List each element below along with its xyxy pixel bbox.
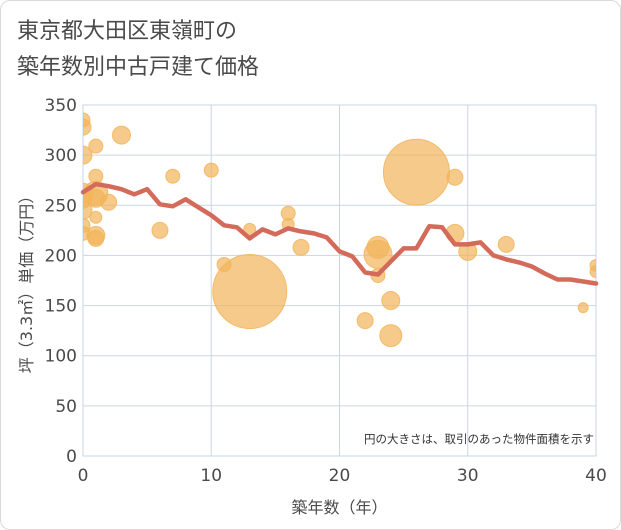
bubble-point-5 xyxy=(83,200,93,220)
x-axis-ticks: 0 10 20 30 40 xyxy=(78,466,607,486)
bubble-point-12 xyxy=(89,210,103,224)
bubble-point-33 xyxy=(446,168,464,186)
chart-title: 東京都大田区東嶺町の 築年数別中古戸建て価格 xyxy=(17,14,259,86)
grid-lines xyxy=(82,104,597,457)
y-tick-label-4: 200 xyxy=(45,246,77,266)
bubble-point-17 xyxy=(151,221,169,239)
plot-area-border xyxy=(82,104,597,457)
x-tick-label-4: 40 xyxy=(585,466,607,486)
bubble-point-31 xyxy=(379,324,403,348)
bubble-point-18 xyxy=(165,168,181,184)
bubble-point-36 xyxy=(497,235,515,253)
y-tick-label-6: 300 xyxy=(45,146,77,166)
y-tick-label-1: 50 xyxy=(55,397,77,417)
bubble-point-16 xyxy=(111,125,131,145)
average-price-line xyxy=(80,181,599,286)
bubble-point-32 xyxy=(382,138,450,206)
bubble-point-21 xyxy=(212,254,288,330)
y-tick-label-2: 100 xyxy=(45,347,77,367)
bubble-series xyxy=(83,112,596,348)
bubble-point-22 xyxy=(243,222,257,236)
bubble-point-8 xyxy=(88,138,104,154)
bubble-point-1 xyxy=(83,118,92,136)
x-tick-label-1: 10 xyxy=(200,466,222,486)
bubble-point-39 xyxy=(589,264,596,278)
bubble-point-25 xyxy=(292,238,310,256)
bubble-point-2 xyxy=(83,145,93,165)
bubble-point-14 xyxy=(87,229,105,247)
x-tick-label-2: 20 xyxy=(329,466,351,486)
y-tick-label-0: 0 xyxy=(66,447,77,467)
bubble-size-note: 円の大きさは、取引のあった物件面積を示す xyxy=(364,432,594,446)
bubble-point-15 xyxy=(100,193,118,211)
y-tick-label-7: 350 xyxy=(45,96,77,116)
chart-title-line-1: 東京都大田区東嶺町の xyxy=(17,19,238,44)
bubble-point-19 xyxy=(203,162,219,178)
y-tick-label-3: 150 xyxy=(45,297,77,317)
bubble-point-26 xyxy=(356,312,374,330)
chart-title-line-2: 築年数別中古戸建て価格 xyxy=(17,55,260,80)
bubble-point-30 xyxy=(381,291,401,311)
x-tick-label-3: 30 xyxy=(457,466,479,486)
y-tick-label-5: 250 xyxy=(45,196,77,216)
x-tick-label-0: 0 xyxy=(78,466,89,486)
y-axis-label: 坪（3.3㎡）単価（万円） xyxy=(17,188,36,373)
bubble-point-37 xyxy=(577,302,589,314)
y-axis-ticks: 0 50 100 150 200 250 300 350 xyxy=(45,96,77,467)
x-axis-label: 築年数（年） xyxy=(291,498,387,517)
trend-line-series xyxy=(80,181,599,286)
